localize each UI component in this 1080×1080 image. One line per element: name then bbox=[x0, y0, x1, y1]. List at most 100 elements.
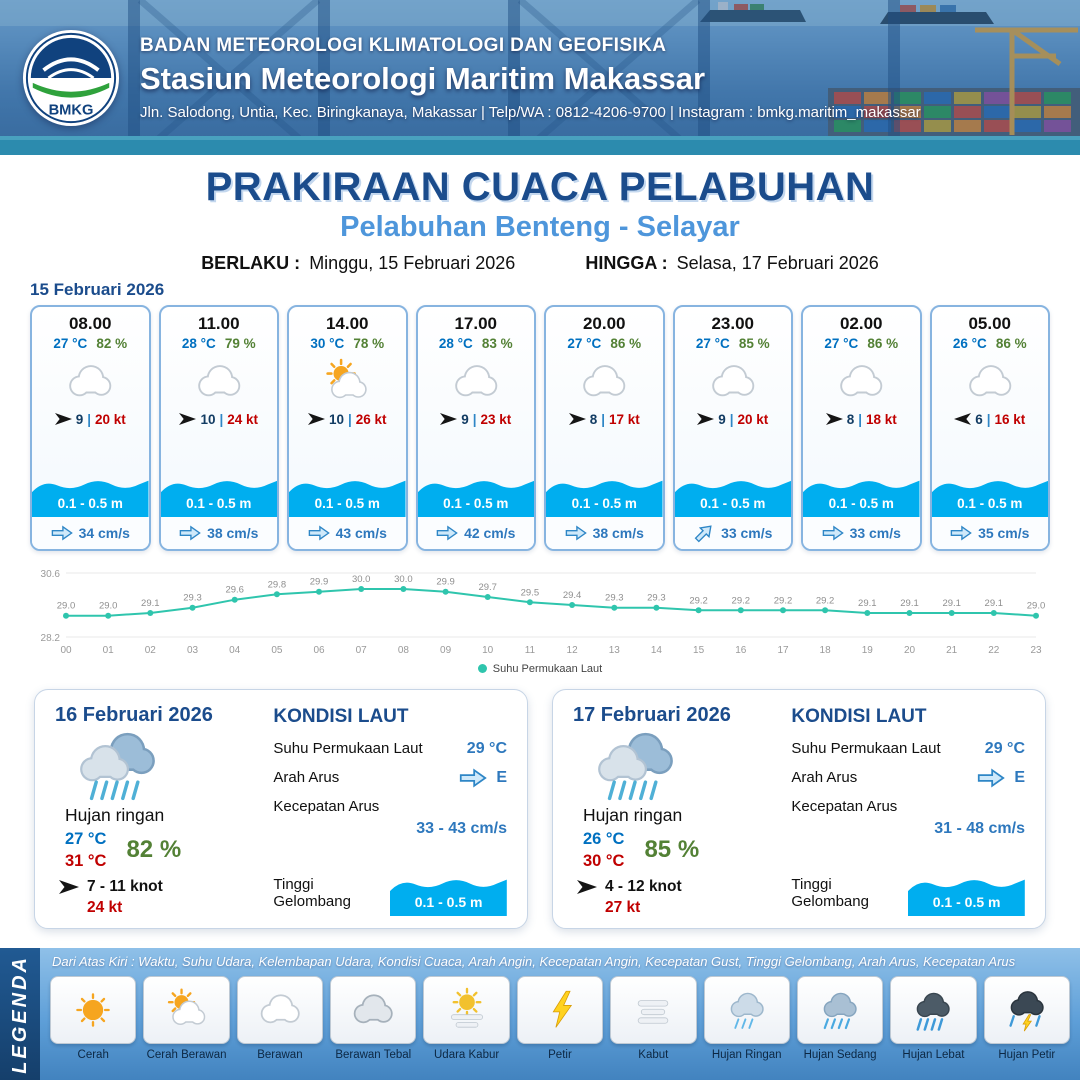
current-speed-label: Kecepatan Arus bbox=[273, 797, 380, 815]
wave-height-label: Tinggi Gelombang bbox=[273, 875, 351, 910]
svg-text:21: 21 bbox=[946, 645, 958, 656]
port-illustration bbox=[0, 0, 1080, 155]
wind-speed: 10 bbox=[328, 411, 344, 427]
svg-text:01: 01 bbox=[103, 645, 115, 656]
svg-text:05: 05 bbox=[271, 645, 283, 656]
legend-section: LEGENDA Dari Atas Kiri : Waktu, Suhu Uda… bbox=[0, 948, 1080, 1080]
svg-text:30.0: 30.0 bbox=[352, 574, 371, 585]
gust-speed: 18 kt bbox=[866, 411, 897, 427]
current-row: 35 cm/s bbox=[931, 516, 1048, 549]
legend-icon-card bbox=[983, 976, 1070, 1044]
legend-item: Cerah Berawan bbox=[143, 976, 230, 1061]
relative-humidity: 83 % bbox=[481, 335, 513, 351]
wave-height: 0.1 - 0.5 m bbox=[828, 495, 894, 511]
temp-humidity-row: 30 °C 78 % bbox=[310, 336, 384, 351]
current-direction-icon bbox=[691, 519, 718, 546]
air-temperature: 28 °C bbox=[438, 335, 473, 351]
separator: | bbox=[347, 411, 352, 427]
gust-speed: 20 kt bbox=[737, 411, 769, 427]
svg-text:29.6: 29.6 bbox=[225, 585, 244, 596]
air-temperature: 26 °C bbox=[952, 335, 987, 351]
svg-text:17: 17 bbox=[777, 645, 789, 656]
sea-conditions-title: KONDISI LAUT bbox=[791, 705, 927, 727]
daily-date: 16 Februari 2026 bbox=[55, 703, 213, 726]
forecast-time: 02.00 bbox=[839, 313, 883, 333]
legend-icon-card bbox=[143, 976, 230, 1044]
hingga-value: Selasa, 17 Februari 2026 bbox=[676, 252, 879, 273]
legend-icon-card bbox=[796, 976, 884, 1044]
ship-icon bbox=[700, 2, 806, 22]
current-speed: 38 cm/s bbox=[207, 524, 259, 541]
wind-row: 8 | 18 kt bbox=[825, 411, 897, 427]
legend-title: LEGENDA bbox=[8, 954, 31, 1074]
sst-chart-section: 30.6 28.2 29.0 00 29.0 01 29.1 02 29.3 03 29.6 04 29… bbox=[0, 551, 1080, 677]
hourly-cards-row: 08.00 27 °C 82 % 9 | 20 kt 0.1 - 0.5 m 3… bbox=[30, 304, 1050, 551]
current-row: 33 cm/s bbox=[674, 516, 791, 549]
wave-height-banner: 0.1 - 0.5 m bbox=[546, 473, 663, 517]
wind-row: 6 | 16 kt bbox=[954, 412, 1025, 427]
contact-line: Jln. Salodong, Untia, Kec. Biringkanaya,… bbox=[140, 103, 921, 121]
daily-temp-min: 27 °C bbox=[65, 829, 107, 848]
current-speed-row: Kecepatan Arus 31 - 48 cm/s bbox=[791, 798, 1025, 838]
daily-gust: 27 kt bbox=[605, 898, 641, 916]
svg-text:09: 09 bbox=[440, 645, 452, 656]
air-temperature: 27 °C bbox=[824, 335, 859, 351]
relative-humidity: 86 % bbox=[995, 335, 1027, 351]
legend-banner: LEGENDA bbox=[0, 948, 40, 1080]
sea-conditions: KONDISI LAUT Suhu Permukaan Laut 29 °C A… bbox=[779, 702, 1029, 916]
svg-text:29.1: 29.1 bbox=[942, 598, 961, 609]
legend-item-label: Kabut bbox=[638, 1049, 669, 1061]
svg-text:29.3: 29.3 bbox=[605, 593, 624, 604]
forecast-time: 05.00 bbox=[968, 313, 1012, 333]
daily-temp-max: 31 °C bbox=[65, 851, 107, 870]
hujan-ringan-icon bbox=[722, 985, 772, 1035]
forecast-time: 20.00 bbox=[582, 313, 626, 333]
svg-text:29.0: 29.0 bbox=[1027, 601, 1046, 612]
temp-humidity-row: 27 °C 86 % bbox=[567, 336, 641, 351]
sst-value: 29 °C bbox=[984, 739, 1025, 757]
hourly-forecast-card: 08.00 27 °C 82 % 9 | 20 kt 0.1 - 0.5 m 3… bbox=[30, 304, 151, 551]
berawan-tebal-icon bbox=[348, 985, 398, 1035]
svg-text:11: 11 bbox=[525, 645, 536, 656]
svg-text:13: 13 bbox=[609, 645, 621, 656]
forecast-time: 08.00 bbox=[68, 313, 112, 333]
sst-label: Suhu Permukaan Laut bbox=[273, 740, 423, 758]
daily-gust: 24 kt bbox=[87, 898, 123, 916]
legend-item-label: Berawan bbox=[257, 1049, 303, 1061]
legend-item-label: Cerah Berawan bbox=[146, 1049, 227, 1061]
header-text: BADAN METEOROLOGI KLIMATOLOGI DAN GEOFIS… bbox=[140, 35, 921, 121]
current-direction-icon bbox=[459, 768, 488, 788]
legend-item: Hujan Ringan bbox=[703, 976, 790, 1061]
forecast-time: 11.00 bbox=[197, 313, 240, 333]
separator: | bbox=[87, 411, 91, 427]
hourly-forecast-card: 17.00 28 °C 83 % 9 | 23 kt 0.1 - 0.5 m 4… bbox=[415, 304, 536, 551]
wind-direction-icon bbox=[568, 413, 586, 426]
header: BMKG BADAN METEOROLOGI KLIMATOLOGI DAN G… bbox=[0, 0, 1080, 155]
wind-direction-icon bbox=[954, 413, 972, 426]
weather-icon bbox=[439, 355, 513, 409]
legend-icon-card bbox=[330, 976, 417, 1044]
separator: | bbox=[601, 411, 605, 427]
title-block: PRAKIRAAN CUACA PELABUHAN Pelabuhan Bent… bbox=[0, 155, 1080, 274]
wind-row: 10 | 24 kt bbox=[179, 412, 258, 427]
hourly-forecast-card: 11.00 28 °C 79 % 10 | 24 kt 0.1 - 0.5 m … bbox=[158, 304, 279, 551]
current-row: 38 cm/s bbox=[546, 516, 663, 549]
daily-condition: Hujan ringan bbox=[65, 804, 165, 825]
chart-legend-label: Suhu Permukaan Laut bbox=[492, 662, 603, 675]
legend-icon-card bbox=[50, 976, 137, 1044]
legend-item: Berawan Tebal bbox=[330, 976, 417, 1061]
current-direction-value: E bbox=[1014, 768, 1025, 786]
svg-text:29.3: 29.3 bbox=[647, 593, 666, 604]
legend-item-label: Berawan Tebal bbox=[335, 1049, 412, 1061]
relative-humidity: 86 % bbox=[867, 335, 899, 351]
current-direction-icon bbox=[51, 525, 73, 541]
hujan-petir-icon bbox=[1002, 985, 1052, 1035]
wind-row: 10 | 26 kt bbox=[307, 411, 387, 427]
berlaku-label: BERLAKU : bbox=[201, 252, 301, 273]
wind-row: 8 | 17 kt bbox=[568, 411, 640, 427]
svg-text:29.3: 29.3 bbox=[183, 593, 202, 604]
air-temperature: 27 °C bbox=[695, 335, 730, 351]
svg-text:30.0: 30.0 bbox=[394, 574, 413, 585]
temp-humidity-row: 28 °C 83 % bbox=[439, 336, 513, 351]
